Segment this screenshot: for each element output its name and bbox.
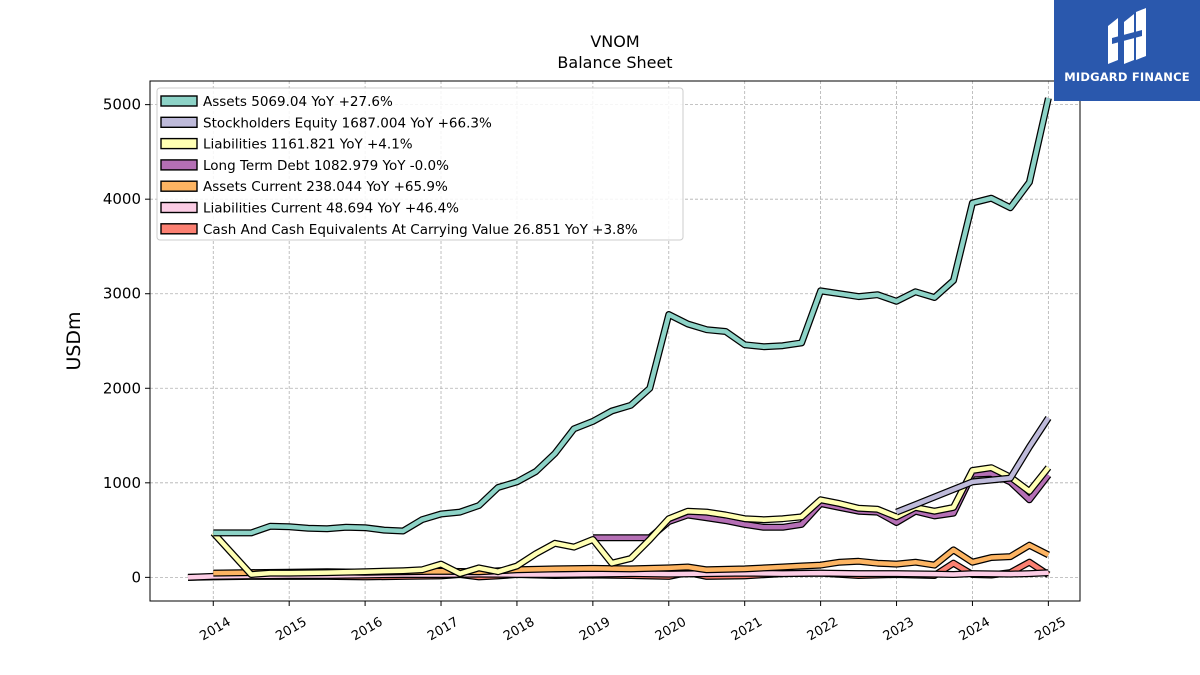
chart-title: VNOM [590, 32, 639, 51]
legend-box [156, 87, 684, 241]
y-axis-ticks: 0 1000 2000 3000 4000 5000 [103, 96, 150, 586]
x-tick-label: 2024 [957, 615, 993, 645]
x-tick-label: 2021 [729, 615, 765, 645]
legend: Assets 5069.04 YoY +27.6% Stockholders Eq… [156, 87, 684, 241]
series-lines [187, 97, 1052, 581]
y-axis-label: USDm [63, 311, 85, 370]
legend-swatch [160, 116, 198, 129]
x-tick-label: 2019 [577, 615, 613, 645]
x-axis-ticks: 2014 2015 2016 2017 2018 2019 2020 2021 2022 2023… [197, 601, 1069, 645]
midgard-finance-logo: MIDGARD FINANCE [1054, 0, 1200, 101]
legend-entry: Liabilities 1161.821 YoY +4.1% [203, 137, 413, 153]
logo-mark-icon [1108, 8, 1146, 64]
legend-swatch [160, 159, 198, 171]
series-2 [210, 464, 1052, 578]
y-tick-label: 0 [131, 568, 141, 586]
x-tick-label: 2022 [805, 615, 841, 645]
y-tick-label: 2000 [103, 379, 141, 397]
legend-entry: Long Term Debt 1082.979 YoY -0.0% [203, 158, 449, 174]
x-tick-label: 2018 [501, 615, 537, 645]
series-line [895, 416, 1051, 515]
y-tick-label: 3000 [103, 285, 141, 303]
y-tick-label: 4000 [103, 190, 141, 208]
legend-swatch [160, 223, 198, 235]
plot-frame [149, 80, 1081, 602]
y-tick-label: 1000 [103, 474, 141, 492]
legend-swatch [160, 201, 198, 214]
x-tick-label: 2025 [1033, 615, 1069, 645]
legend-swatch [160, 137, 198, 150]
chart-subtitle: Balance Sheet [557, 53, 672, 72]
x-tick-label: 2020 [653, 615, 689, 645]
logo-brand-text: MIDGARD FINANCE [1064, 70, 1190, 84]
series-line [211, 465, 1051, 577]
x-tick-label: 2023 [881, 615, 917, 645]
series-1 [895, 415, 1052, 516]
x-tick-label: 2016 [349, 615, 385, 645]
series-0 [213, 97, 1052, 537]
legend-entry: Liabilities Current 48.694 YoY +46.4% [203, 201, 459, 217]
legend-entry: Assets 5069.04 YoY +27.6% [203, 94, 393, 110]
x-tick-label: 2014 [197, 615, 233, 645]
series-line [213, 97, 1051, 536]
legend-entry: Stockholders Equity 1687.004 YoY +66.3% [203, 115, 492, 131]
legend-entry: Cash And Cash Equivalents At Carrying Va… [203, 222, 638, 238]
x-tick-label: 2015 [273, 615, 309, 645]
y-tick-label: 5000 [103, 96, 141, 114]
legend-swatch [160, 95, 198, 107]
legend-swatch [160, 180, 198, 192]
x-tick-label: 2017 [425, 615, 461, 645]
legend-entry: Assets Current 238.044 YoY +65.9% [203, 179, 448, 195]
